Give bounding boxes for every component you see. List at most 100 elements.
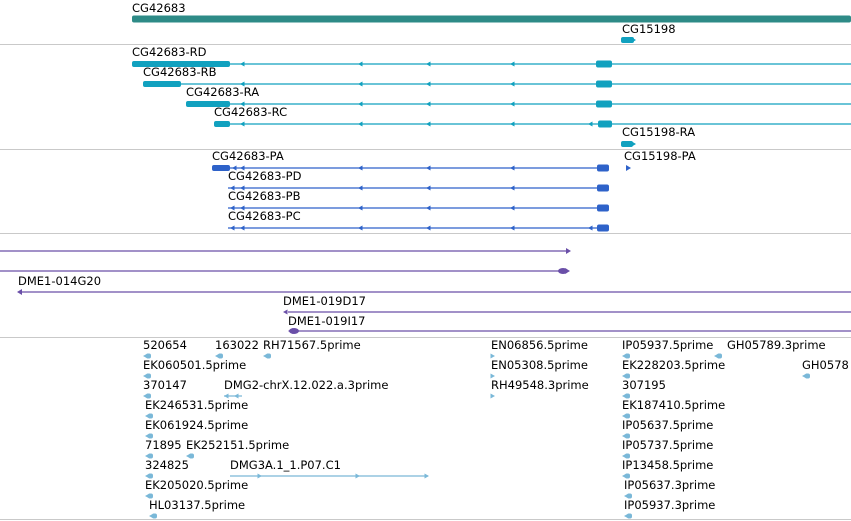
protein-label[interactable]: CG42683-PA	[212, 149, 284, 163]
est-arrow[interactable]	[149, 513, 154, 519]
protein-pb-direction-arrow[interactable]	[510, 205, 515, 211]
transcript-rd-exon[interactable]	[132, 61, 230, 67]
transcript-ra-direction-arrow[interactable]	[240, 101, 245, 107]
est-arrow[interactable]	[622, 393, 627, 399]
est-label[interactable]: DMG3A.1_1.P07.C1	[230, 458, 341, 472]
protein-pd-direction-arrow[interactable]	[358, 185, 363, 191]
protein-pc-direction-arrow[interactable]	[358, 225, 363, 231]
est-arrow[interactable]	[490, 373, 496, 379]
clone-dme1-014g20-arrow[interactable]	[17, 289, 22, 295]
transcript-ra-direction-arrow[interactable]	[510, 101, 515, 107]
transcript-rb-exon[interactable]	[143, 81, 181, 87]
est-label[interactable]: IP05637.3prime	[624, 478, 716, 492]
protein-pc-direction-arrow[interactable]	[426, 225, 431, 231]
est-label[interactable]: EN06856.5prime	[491, 338, 588, 352]
clone-label[interactable]: DME1-019I17	[288, 314, 366, 328]
protein-pb-direction-arrow[interactable]	[426, 205, 431, 211]
est-label[interactable]: GH05789.3prime	[727, 338, 826, 352]
est-arrow[interactable]	[145, 433, 150, 439]
est-label[interactable]: 71895	[145, 438, 182, 452]
est-label[interactable]: IP13458.5prime	[622, 458, 714, 472]
transcript-rd-direction-arrow[interactable]	[510, 61, 515, 67]
est-label[interactable]: IP05637.5prime	[622, 418, 714, 432]
transcript-label[interactable]: CG42683-RB	[143, 65, 217, 79]
protein-label[interactable]: CG42683-PD	[228, 169, 302, 183]
protein-pd-direction-arrow[interactable]	[426, 185, 431, 191]
transcript-rd-direction-arrow[interactable]	[240, 61, 245, 67]
protein-pa-direction-arrow[interactable]	[240, 165, 245, 171]
transcript-rc-direction-arrow[interactable]	[358, 121, 363, 127]
est-arrow[interactable]	[714, 353, 719, 359]
protein-label[interactable]: CG42683-PC	[228, 209, 301, 223]
transcript-rc-direction-arrow[interactable]	[510, 121, 515, 127]
est-arrow[interactable]	[622, 413, 627, 419]
transcript-rb-direction-arrow[interactable]	[510, 81, 515, 87]
gene-cg42683-glyph[interactable]	[132, 15, 851, 23]
est-arrow[interactable]	[622, 373, 627, 379]
est-arrow[interactable]	[802, 373, 807, 379]
protein-pd-direction-arrow[interactable]	[240, 185, 245, 191]
est-arrow[interactable]	[622, 453, 627, 459]
est-arrow[interactable]	[622, 473, 627, 479]
clone-dme1-019d17-arrow[interactable]	[283, 309, 288, 315]
est-label[interactable]: EK060501.5prime	[143, 358, 247, 372]
clone-dme1-019i17-arrow[interactable]	[288, 328, 293, 334]
gene-cg15198-glyph[interactable]	[621, 37, 634, 43]
est-label[interactable]: EK228203.5prime	[622, 358, 726, 372]
protein-pa-direction-arrow[interactable]	[358, 165, 363, 171]
est-arrow[interactable]	[622, 433, 627, 439]
est-arrow[interactable]	[234, 393, 239, 399]
transcript-rc-exon[interactable]	[598, 120, 612, 128]
est-label[interactable]: RH49548.3prime	[491, 378, 589, 392]
transcript-rb-direction-arrow[interactable]	[240, 81, 245, 87]
protein-pa-direction-arrow[interactable]	[426, 165, 431, 171]
transcript-rc-direction-arrow[interactable]	[426, 121, 431, 127]
protein-pa-direction-arrow[interactable]	[510, 165, 515, 171]
est-label[interactable]: EK061924.5prime	[145, 418, 249, 432]
est-label[interactable]: IP05737.5prime	[622, 438, 714, 452]
est-label[interactable]: IP05937.3prime	[624, 498, 716, 512]
est-arrow[interactable]	[145, 473, 150, 479]
est-arrow[interactable]	[145, 413, 150, 419]
protein-pd-direction-arrow[interactable]	[510, 185, 515, 191]
est-label[interactable]: EK187410.5prime	[622, 398, 726, 412]
transcript-ra-direction-arrow[interactable]	[426, 101, 431, 107]
clone-arrow[interactable]	[566, 248, 571, 254]
transcript-ra-exon[interactable]	[186, 101, 230, 107]
transcript-rd-direction-arrow[interactable]	[358, 61, 363, 67]
est-label[interactable]: EN05308.5prime	[491, 358, 588, 372]
clone-label[interactable]: DME1-019D17	[283, 294, 366, 308]
est-label[interactable]: 370147	[143, 378, 187, 392]
est-label[interactable]: 520654	[143, 338, 187, 352]
est-label[interactable]: IP05937.5prime	[622, 338, 714, 352]
est-arrow[interactable]	[257, 473, 263, 479]
est-arrow[interactable]	[143, 393, 148, 399]
est-arrow[interactable]	[143, 353, 148, 359]
transcript-rd-direction-arrow[interactable]	[426, 61, 431, 67]
est-label[interactable]: RH71567.5prime	[263, 338, 361, 352]
protein-pc-direction-arrow[interactable]	[230, 225, 235, 231]
transcript-ra-exon[interactable]	[596, 100, 612, 108]
est-label[interactable]: 324825	[145, 458, 189, 472]
transcript-rc-direction-arrow[interactable]	[240, 121, 245, 127]
transcript-rb-exon[interactable]	[596, 80, 612, 88]
transcript-rb-direction-arrow[interactable]	[358, 81, 363, 87]
protein-pd-cds[interactable]	[597, 184, 609, 192]
transcript-label[interactable]: CG42683-RC	[214, 105, 288, 119]
transcript-rc-direction-arrow[interactable]	[588, 121, 593, 127]
protein-pd-direction-arrow[interactable]	[230, 185, 235, 191]
est-label[interactable]: 163022	[215, 338, 259, 352]
transcript-rc-exon[interactable]	[214, 121, 230, 127]
protein-pa-direction-arrow[interactable]	[232, 165, 237, 171]
protein-pc-direction-arrow[interactable]	[588, 225, 593, 231]
protein-label[interactable]: CG15198-PA	[624, 149, 696, 163]
est-label[interactable]: DMG2-chrX.12.022.a.3prime	[224, 378, 389, 392]
clone-label[interactable]: DME1-014G20	[18, 274, 102, 288]
gene-label-cg15198[interactable]: CG15198	[622, 22, 676, 36]
est-label[interactable]: EK205020.5prime	[145, 478, 249, 492]
est-arrow[interactable]	[145, 453, 150, 459]
protein-pc-direction-arrow[interactable]	[240, 225, 245, 231]
est-label[interactable]: HL03137.5prime	[149, 498, 246, 512]
transcript-cg15198-ra-exon[interactable]	[621, 141, 633, 147]
est-label[interactable]: EK252151.5prime	[186, 438, 290, 452]
